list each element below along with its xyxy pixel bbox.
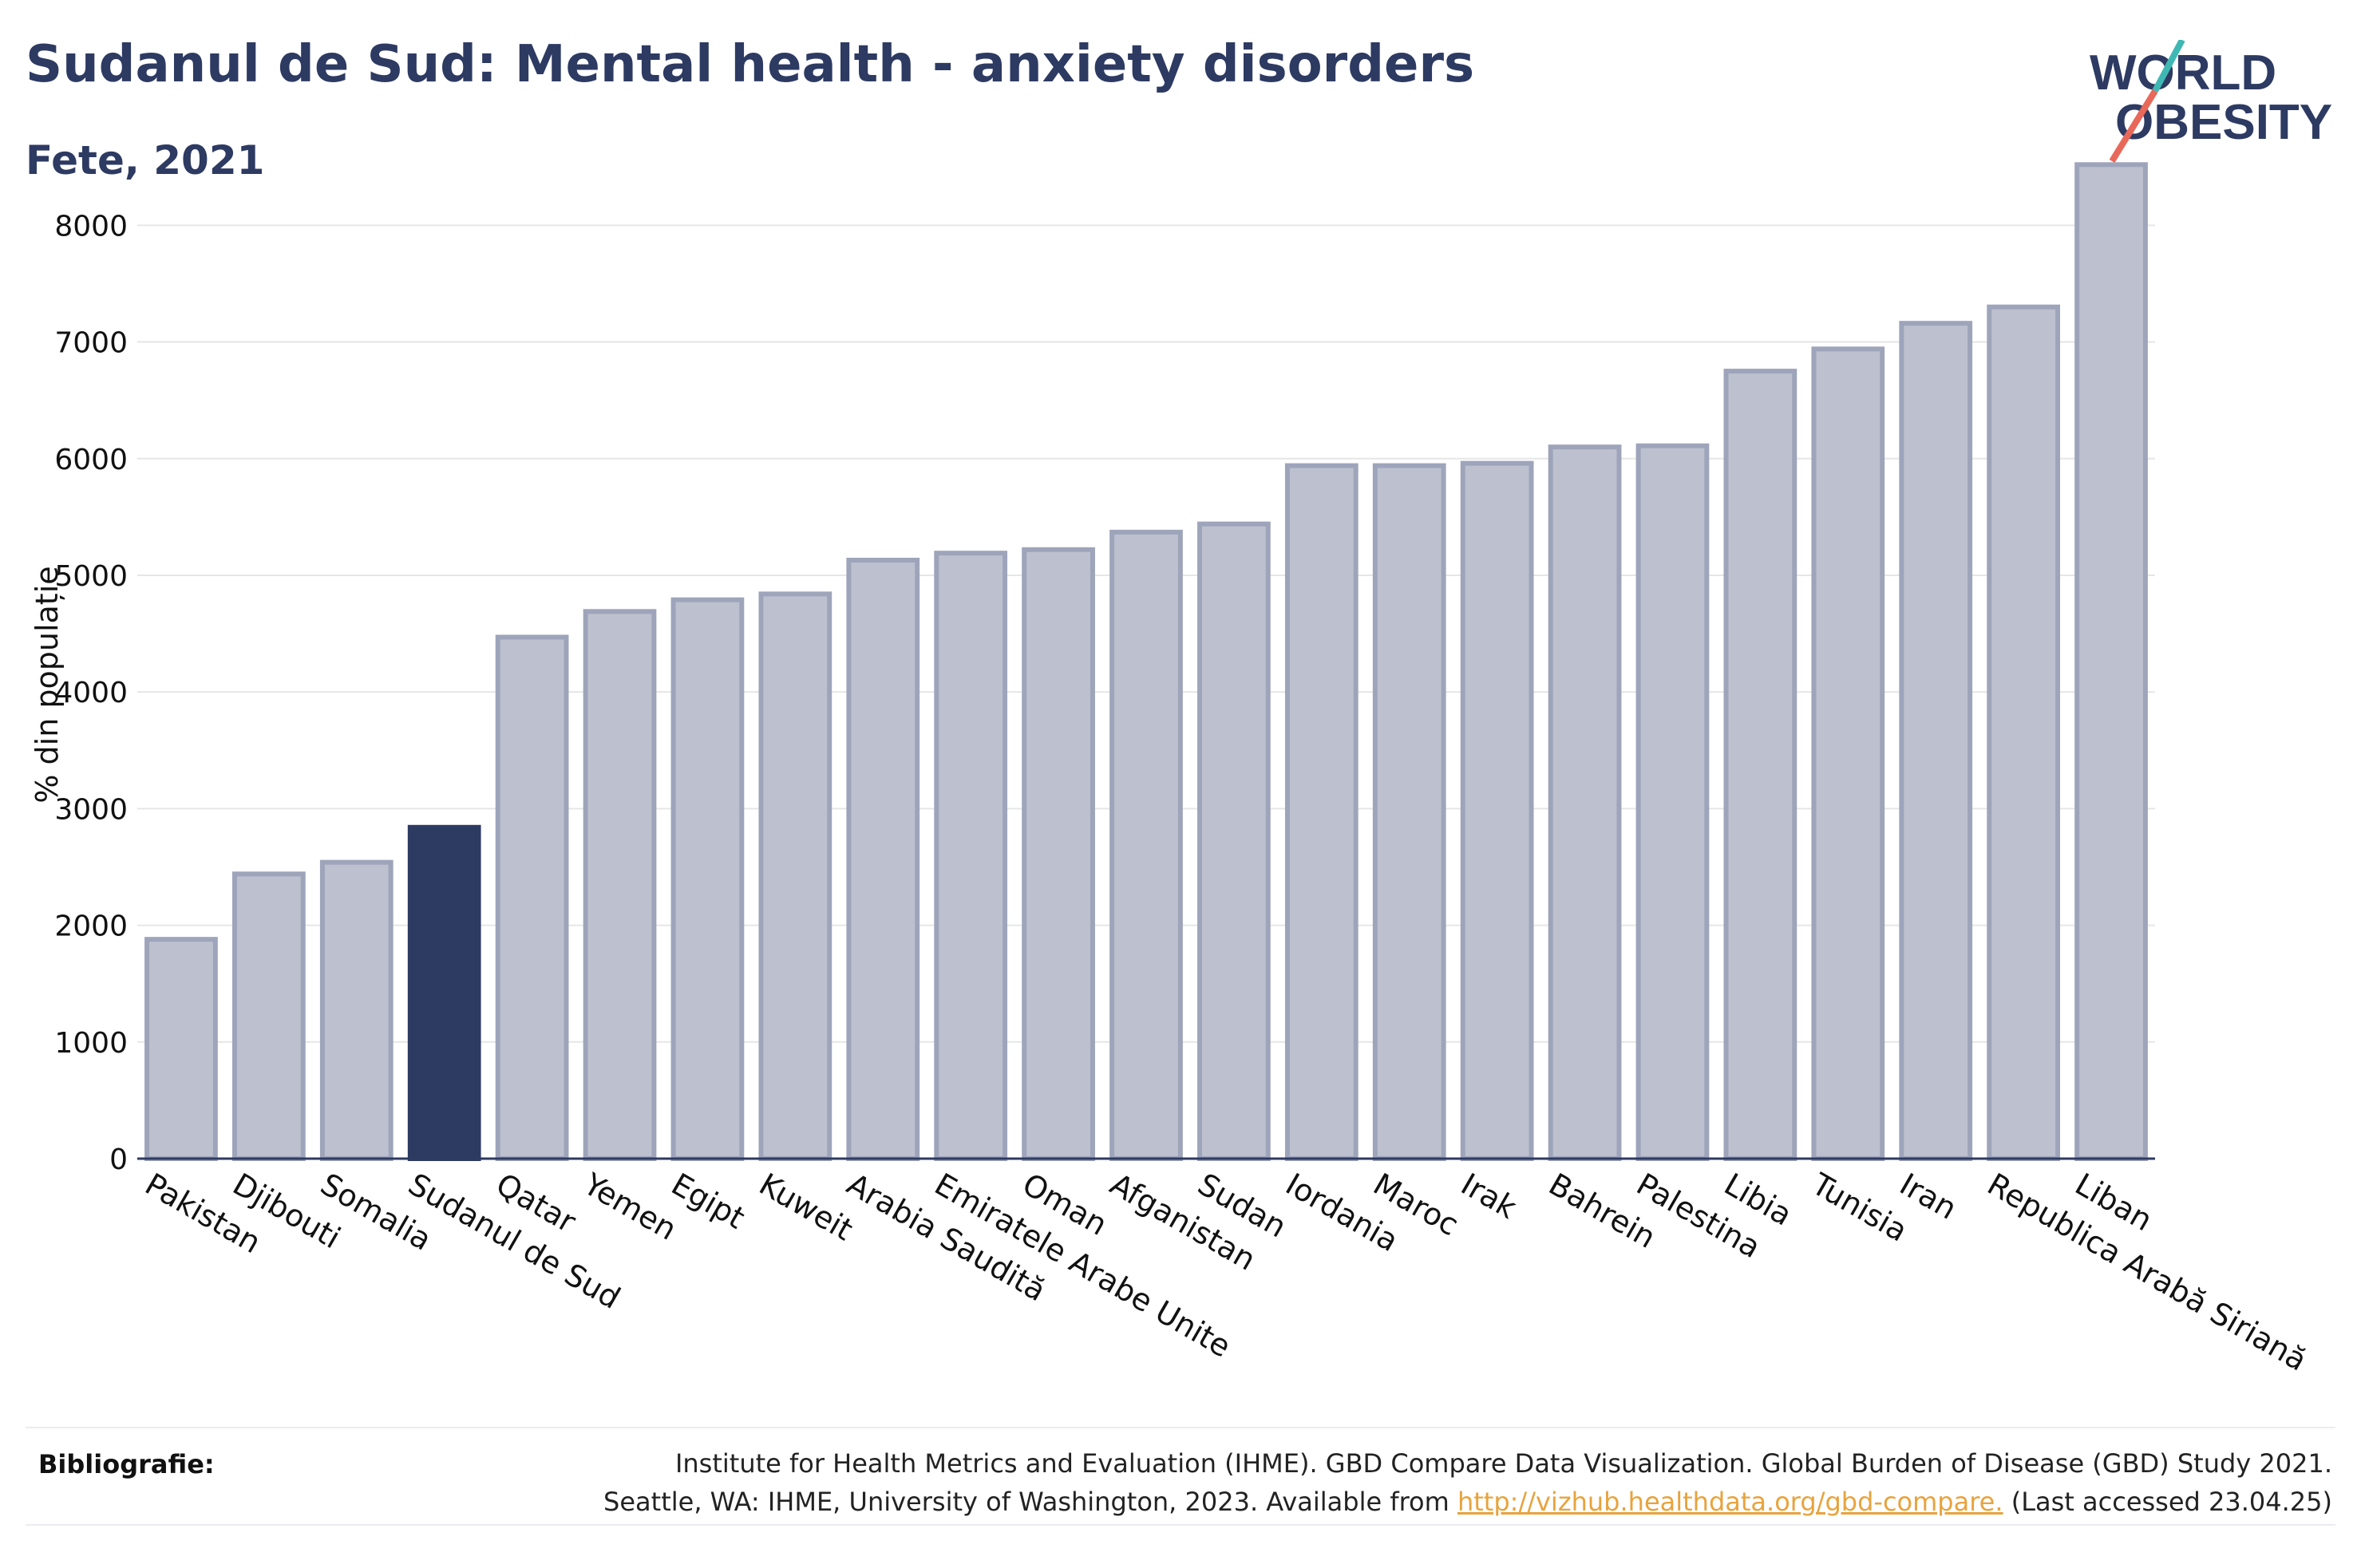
y-tick-label: 8000: [54, 210, 128, 243]
y-tick-label: 6000: [54, 444, 128, 476]
bars-layer: [144, 162, 2148, 1162]
footer-divider-top: [26, 1427, 2335, 1428]
bar-oman: [1022, 547, 1095, 1161]
bar-emiratele-arabe-unite: [934, 551, 1008, 1161]
bar-yemen: [583, 609, 657, 1161]
y-tick-label: 2000: [54, 910, 128, 943]
bar-somalia: [319, 859, 394, 1162]
bar-egipt: [670, 597, 745, 1161]
x-tick-label: Egipt: [666, 1167, 751, 1236]
y-tick-label: 5000: [54, 560, 128, 593]
bar-iordania: [1284, 463, 1358, 1161]
bar-liban: [2074, 162, 2148, 1161]
bibliography-line2: Seattle, WA: IHME, University of Washing…: [603, 1483, 2332, 1521]
bar-arabia-saudită: [846, 557, 920, 1161]
bar-republica-arabă-siriană: [1987, 304, 2060, 1161]
logo-line1: WORLD: [2090, 45, 2276, 101]
x-tick-label: Tunisia: [1805, 1166, 1913, 1249]
bibliography-line1: Institute for Health Metrics and Evaluat…: [674, 1448, 2332, 1479]
bibliography-label: Bibliografie:: [38, 1449, 215, 1479]
bar-qatar: [495, 634, 569, 1161]
bar-irak: [1460, 460, 1534, 1161]
bibliography-link[interactable]: http://vizhub.healthdata.org/gbd-compare…: [1457, 1487, 2003, 1517]
bar-iran: [1899, 321, 1973, 1162]
logo-slash-coral: [2109, 89, 2158, 164]
x-tick-label: Kuweit: [753, 1167, 859, 1248]
y-tick-label: 0: [109, 1143, 128, 1176]
y-axis-label: % din populație: [30, 566, 65, 803]
bar-palestina: [1635, 443, 1710, 1161]
x-tick-label: Irak: [1455, 1167, 1522, 1226]
world-obesity-logo: WORLD OBESITY: [2090, 40, 2332, 164]
x-tick-label: Republica Arabă Siriană: [1982, 1167, 2313, 1378]
bar-libia: [1723, 369, 1797, 1161]
bar-djibouti: [232, 871, 306, 1161]
bibliography-text: Institute for Health Metrics and Evaluat…: [603, 1444, 2332, 1521]
logo-line2: OBESITY: [2115, 95, 2332, 150]
axis-layer: 010002000300040005000600070008000Pakista…: [54, 210, 2312, 1377]
bar-bahrein: [1548, 444, 1622, 1161]
logo-slash-teal: [2152, 40, 2185, 93]
y-tick-label: 7000: [54, 327, 128, 360]
footer-divider-bottom: [26, 1524, 2335, 1526]
bibliography-line2-suffix: (Last accessed 23.04.25): [2003, 1487, 2332, 1517]
y-tick-label: 3000: [54, 793, 128, 826]
chart-subtitle: Fete, 2021: [26, 137, 265, 184]
bar-sudan: [1197, 521, 1271, 1161]
bar-kuweit: [758, 591, 832, 1161]
bar-afganistan: [1109, 529, 1183, 1161]
y-tick-label: 1000: [54, 1027, 128, 1060]
bar-sudanul-de-sud: [407, 824, 481, 1162]
bibliography-line2-prefix: Seattle, WA: IHME, University of Washing…: [603, 1487, 1457, 1517]
chart-title: Sudanul de Sud: Mental health - anxiety …: [26, 35, 1475, 94]
bar-tunisia: [1811, 346, 1885, 1161]
bar-maroc: [1372, 463, 1446, 1161]
x-tick-label: Yemen: [577, 1166, 682, 1247]
y-tick-label: 4000: [54, 677, 128, 709]
bar-pakistan: [144, 937, 218, 1161]
